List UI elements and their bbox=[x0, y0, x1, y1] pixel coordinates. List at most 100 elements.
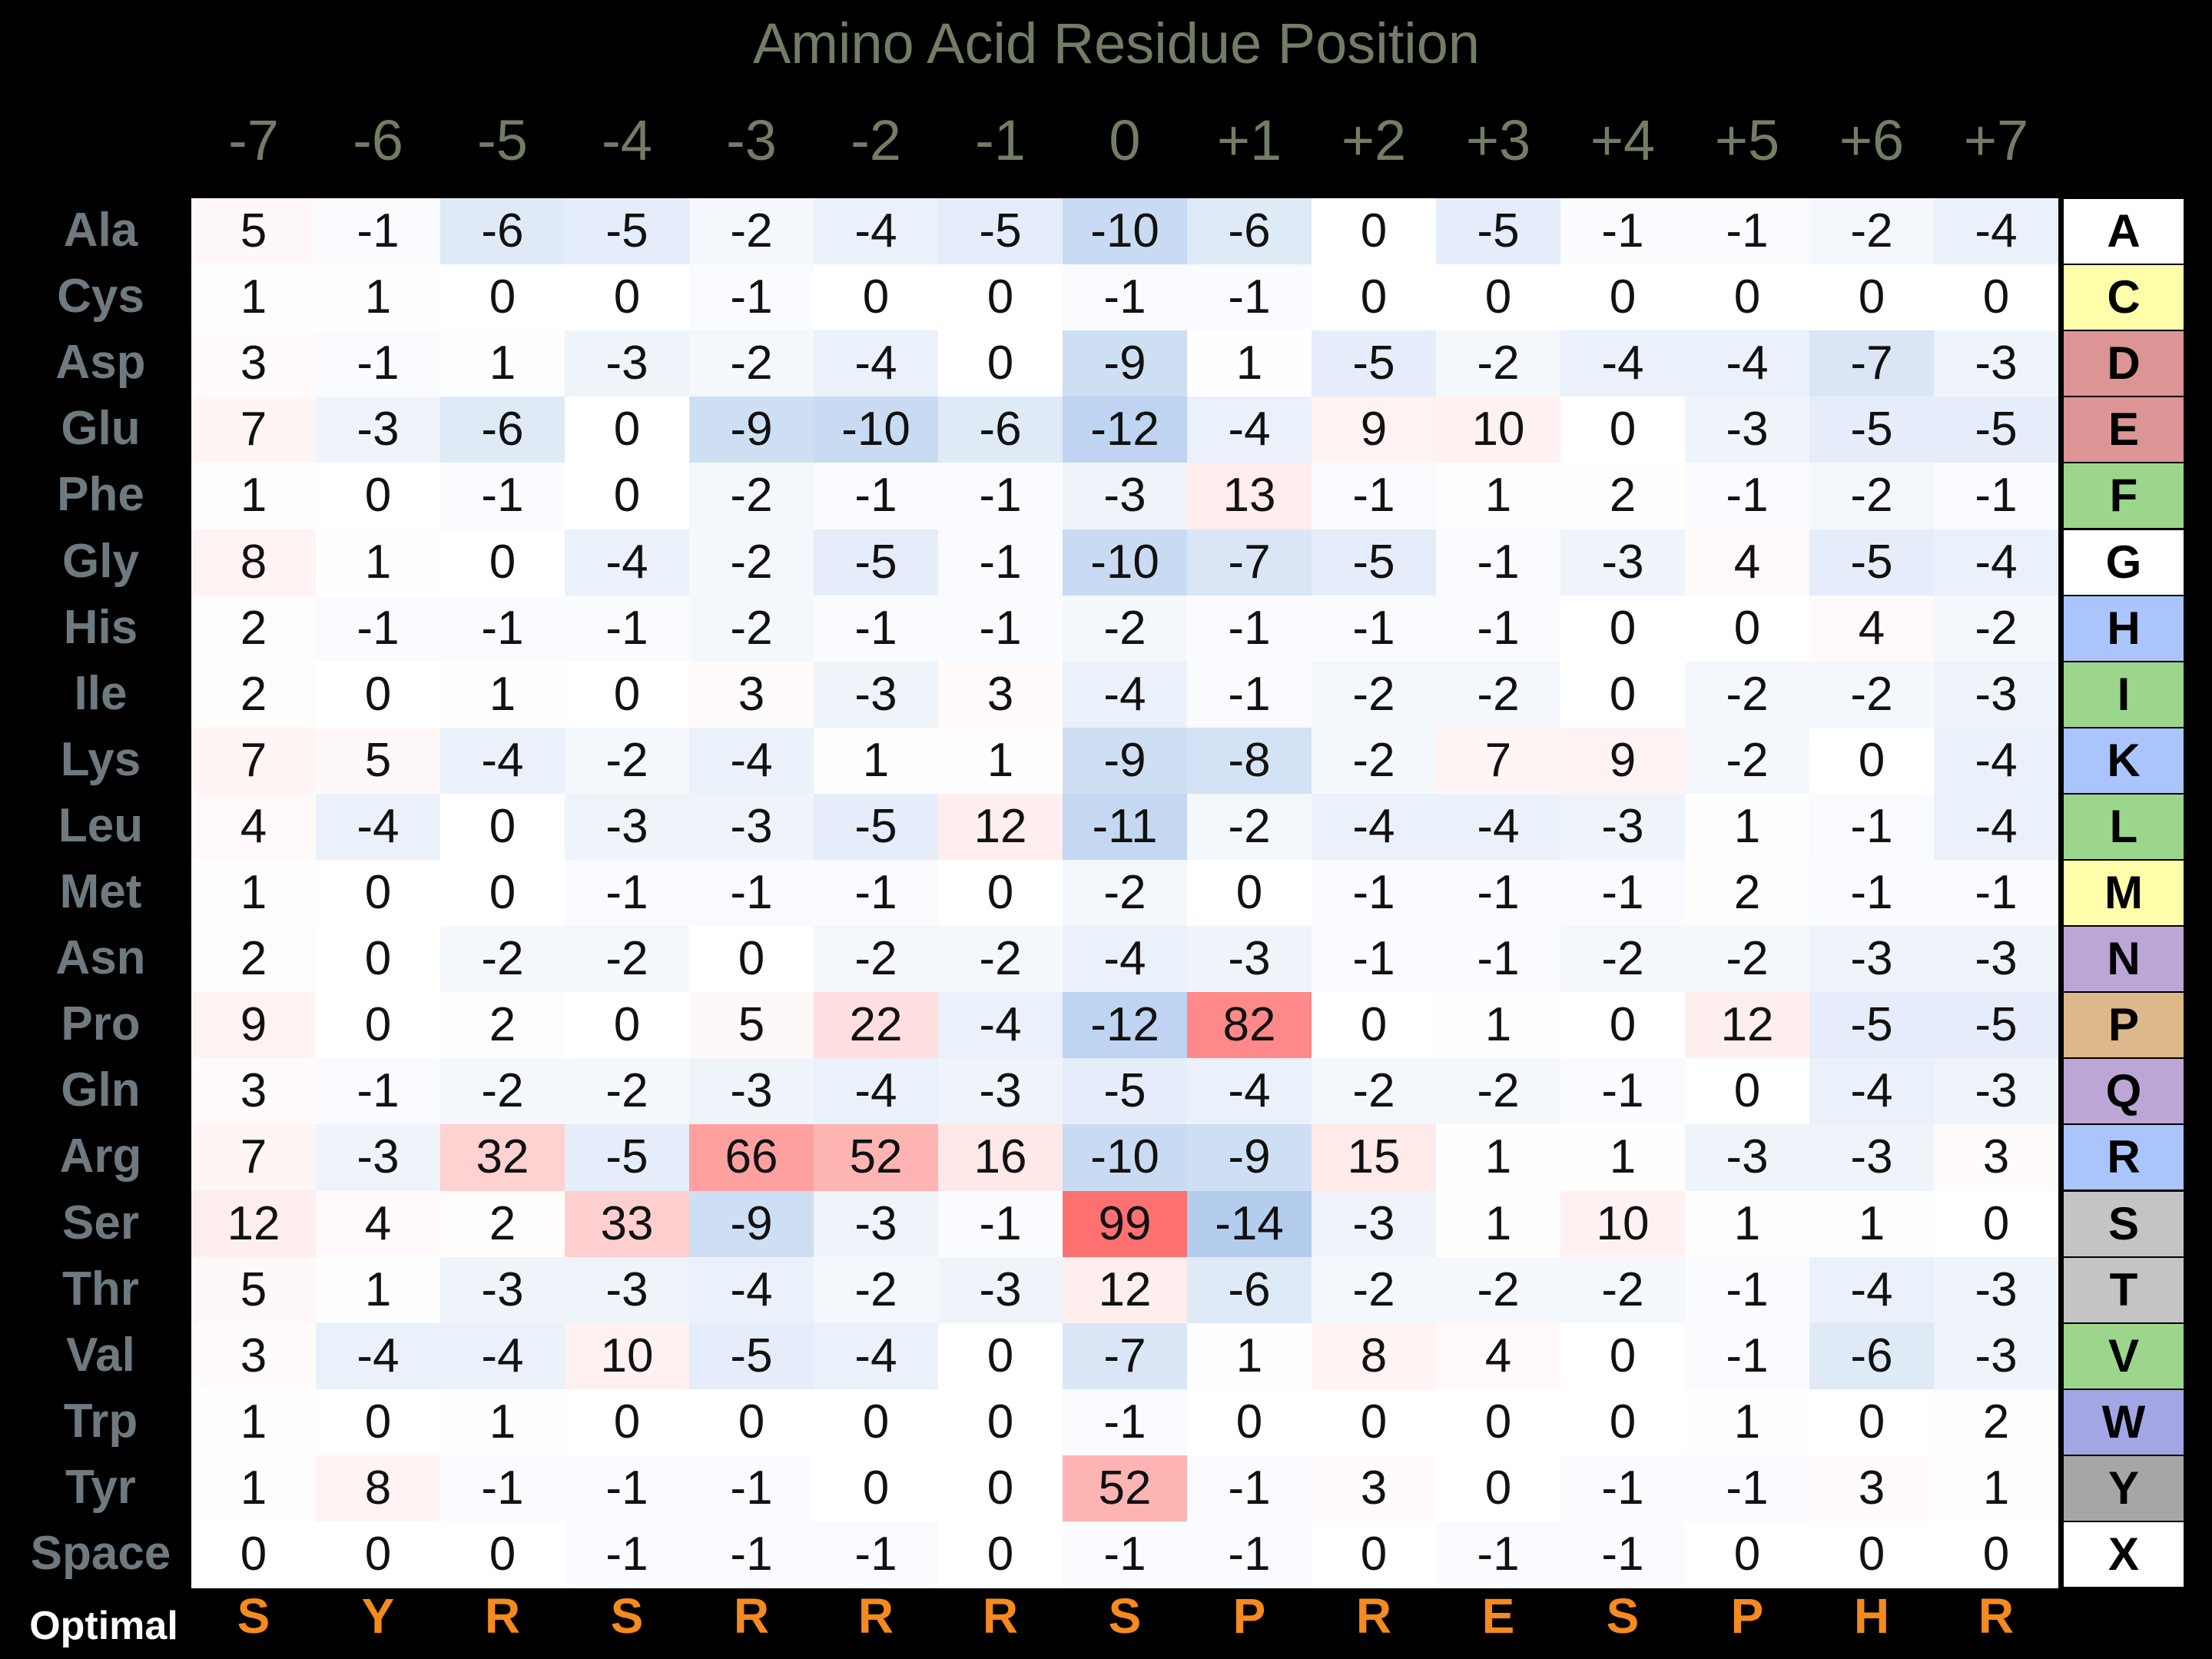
optimal-residue: S bbox=[1108, 1588, 1142, 1644]
heatmap-cell: -4 bbox=[1312, 793, 1436, 861]
heatmap-cell: -2 bbox=[1809, 463, 1934, 530]
heatmap-cell: -4 bbox=[689, 1256, 814, 1324]
heatmap-cell: -1 bbox=[1436, 529, 1560, 596]
heatmap-cell: -3 bbox=[814, 661, 938, 728]
heatmap-cell: -1 bbox=[1685, 198, 1809, 265]
residue-label: Asp bbox=[55, 336, 146, 390]
heatmap-cell: -4 bbox=[1436, 793, 1560, 861]
heatmap-cell: 10 bbox=[1436, 397, 1560, 464]
heatmap-cell: -10 bbox=[814, 397, 938, 464]
heatmap-cell: 0 bbox=[1560, 1322, 1685, 1390]
heatmap-cell: -3 bbox=[565, 793, 689, 861]
heatmap-cell: -1 bbox=[565, 1521, 689, 1588]
heatmap-cell: -11 bbox=[1063, 793, 1187, 861]
amino-acid-code: K bbox=[2064, 728, 2184, 793]
heatmap-cell: -3 bbox=[1312, 1190, 1436, 1258]
heatmap-cell: 12 bbox=[191, 1190, 316, 1258]
amino-acid-code: A bbox=[2064, 199, 2184, 264]
heatmap-cell: 0 bbox=[191, 1521, 316, 1588]
heatmap-cell: 0 bbox=[1560, 1389, 1685, 1456]
residue-label: Ala bbox=[63, 204, 138, 257]
heatmap-cell: 0 bbox=[440, 1521, 565, 1588]
heatmap-cell: -2 bbox=[938, 926, 1063, 994]
heatmap-cell: 1 bbox=[440, 330, 565, 398]
heatmap-cell: -3 bbox=[316, 1124, 440, 1192]
heatmap-cell: -2 bbox=[1063, 860, 1187, 927]
heatmap-cell: -5 bbox=[1809, 529, 1934, 596]
heatmap-cell: -3 bbox=[1934, 661, 2058, 728]
heatmap-cell: -1 bbox=[1685, 1322, 1809, 1390]
amino-acid-code: I bbox=[2064, 662, 2184, 727]
heatmap-cell: 0 bbox=[316, 1389, 440, 1456]
heatmap-cell: -1 bbox=[1436, 595, 1560, 662]
heatmap-cell: -1 bbox=[1934, 860, 2058, 927]
heatmap-cell: 0 bbox=[316, 992, 440, 1060]
heatmap-cell: 0 bbox=[565, 264, 689, 332]
heatmap-cell: -1 bbox=[1187, 661, 1312, 728]
heatmap-cell: -6 bbox=[440, 397, 565, 464]
heatmap-cell: -9 bbox=[689, 397, 814, 464]
heatmap-cell: 0 bbox=[1436, 1389, 1560, 1456]
heatmap-cell: 4 bbox=[1685, 529, 1809, 596]
position-label: +7 bbox=[1963, 108, 2029, 172]
heatmap-cell: 0 bbox=[565, 397, 689, 464]
heatmap-cell: 0 bbox=[1809, 1389, 1934, 1456]
heatmap-cell: 2 bbox=[1934, 1389, 2058, 1456]
position-label: 0 bbox=[1109, 108, 1141, 172]
heatmap-cell: 0 bbox=[1560, 595, 1685, 662]
heatmap-cell: -1 bbox=[1312, 860, 1436, 927]
heatmap-cell: -1 bbox=[1560, 860, 1685, 927]
heatmap-cell: -3 bbox=[1934, 1256, 2058, 1324]
amino-acid-code: L bbox=[2064, 794, 2184, 859]
heatmap-cell: 0 bbox=[440, 793, 565, 861]
heatmap-cell: 0 bbox=[440, 529, 565, 596]
heatmap-cell: -3 bbox=[1934, 1322, 2058, 1390]
residue-label: Leu bbox=[58, 798, 144, 852]
heatmap-cell: -3 bbox=[1934, 330, 2058, 398]
heatmap-cell: 4 bbox=[191, 793, 316, 861]
heatmap-cell: -7 bbox=[1063, 1322, 1187, 1390]
heatmap-cell: -4 bbox=[1809, 1256, 1934, 1324]
heatmap-cell: -1 bbox=[1187, 1455, 1312, 1522]
heatmap-cell: -4 bbox=[1187, 397, 1312, 464]
heatmap-cell: -4 bbox=[440, 727, 565, 795]
amino-acid-code: W bbox=[2064, 1389, 2184, 1455]
heatmap-cell: -1 bbox=[440, 1455, 565, 1522]
amino-acid-code: N bbox=[2064, 927, 2184, 992]
heatmap-cell: 4 bbox=[316, 1190, 440, 1258]
residue-label: Phe bbox=[57, 468, 144, 522]
heatmap-cell: -1 bbox=[689, 1455, 814, 1522]
heatmap-cell: 3 bbox=[1312, 1455, 1436, 1522]
heatmap-cell: 1 bbox=[191, 463, 316, 530]
heatmap-cell: 4 bbox=[1809, 595, 1934, 662]
heatmap-cell: 4 bbox=[1436, 1322, 1560, 1390]
heatmap-cell: -4 bbox=[316, 793, 440, 861]
heatmap-cell: 1 bbox=[1560, 1124, 1685, 1192]
heatmap-cell: -2 bbox=[1685, 926, 1809, 994]
heatmap-cell: 2 bbox=[191, 926, 316, 994]
heatmap-cell: 0 bbox=[1809, 727, 1934, 795]
heatmap-cell: 0 bbox=[1934, 264, 2058, 332]
heatmap-cell: -1 bbox=[1560, 1455, 1685, 1522]
heatmap-cell: -10 bbox=[1063, 198, 1187, 265]
heatmap-cell: 0 bbox=[1560, 264, 1685, 332]
heatmap-cell: 32 bbox=[440, 1124, 565, 1192]
heatmap-cell: 1 bbox=[1436, 1124, 1560, 1192]
heatmap-cell: 0 bbox=[440, 860, 565, 927]
heatmap-cell: -4 bbox=[814, 1322, 938, 1390]
heatmap-cell: 0 bbox=[1187, 860, 1312, 927]
heatmap-cell: -4 bbox=[1685, 330, 1809, 398]
heatmap-cell: -1 bbox=[938, 529, 1063, 596]
heatmap-cell: -5 bbox=[814, 529, 938, 596]
heatmap-cell: 5 bbox=[689, 992, 814, 1060]
heatmap-cell: -5 bbox=[1809, 992, 1934, 1060]
position-labels: -7 -6 -5 -4 -3 -2 -1 0 +1 +2 +3 +4 +5 +6 +7 bbox=[0, 0, 2212, 200]
heatmap-cell: -2 bbox=[1436, 1256, 1560, 1324]
heatmap-cell: 0 bbox=[1312, 198, 1436, 265]
residue-label: His bbox=[63, 600, 138, 654]
heatmap-cell: -12 bbox=[1063, 397, 1187, 464]
heatmap-cell: -12 bbox=[1063, 992, 1187, 1060]
heatmap-cell: -4 bbox=[1934, 198, 2058, 265]
residue-label: Gln bbox=[61, 1063, 141, 1117]
heatmap-cell: 0 bbox=[689, 926, 814, 994]
